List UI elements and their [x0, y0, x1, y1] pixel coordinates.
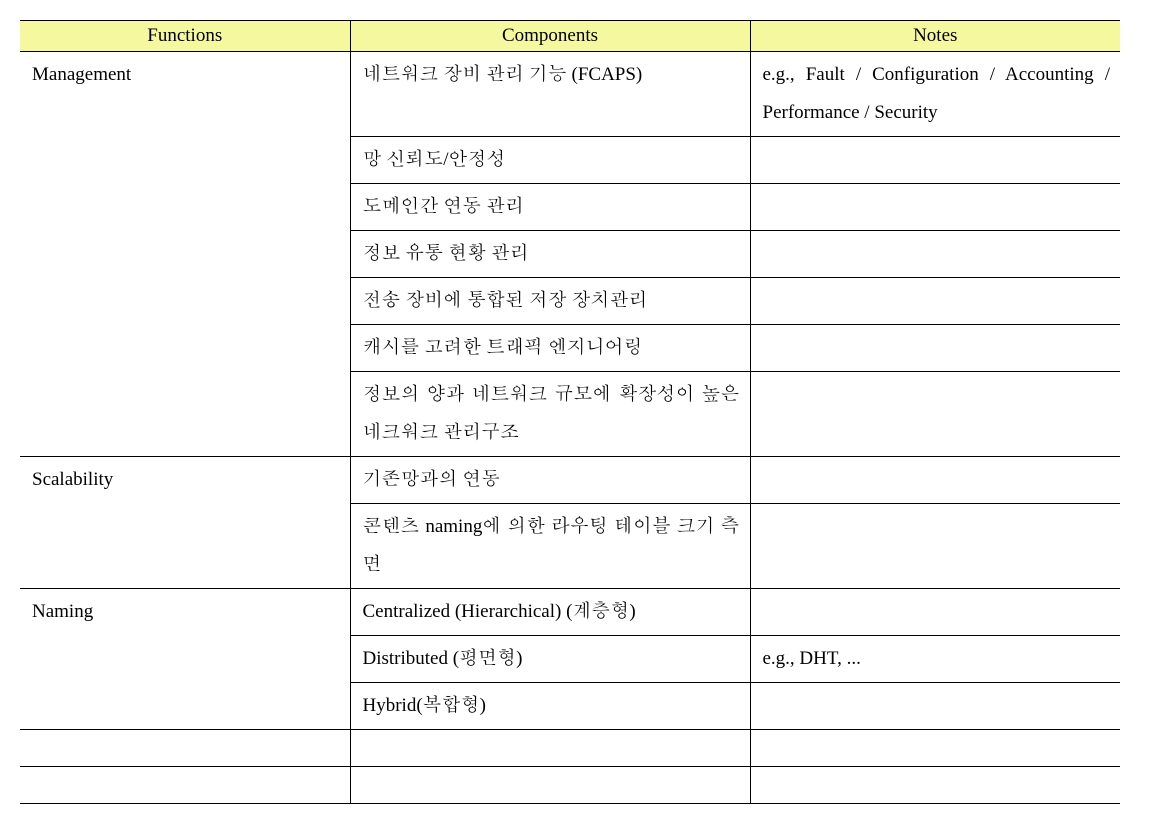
cell-component: 기존망과의 연동	[350, 457, 750, 504]
cell-note	[750, 504, 1120, 589]
cell-empty	[20, 730, 350, 767]
cell-note	[750, 372, 1120, 457]
cell-component: 도메인간 연동 관리	[350, 184, 750, 231]
cell-function: Scalability	[20, 457, 350, 589]
cell-component: 정보 유통 현황 관리	[350, 231, 750, 278]
cell-note	[750, 231, 1120, 278]
cell-note: e.g., Fault / Configuration / Accounting…	[750, 52, 1120, 137]
table-row-empty	[20, 767, 1120, 804]
cell-empty	[350, 730, 750, 767]
table-header-row: Functions Components Notes	[20, 21, 1120, 52]
table-row: Scalability기존망과의 연동	[20, 457, 1120, 504]
cell-note	[750, 683, 1120, 730]
cell-empty	[750, 730, 1120, 767]
cell-empty	[750, 767, 1120, 804]
cell-note	[750, 589, 1120, 636]
cell-note	[750, 457, 1120, 504]
cell-component: 망 신뢰도/안정성	[350, 137, 750, 184]
cell-component: 전송 장비에 통합된 저장 장치관리	[350, 278, 750, 325]
cell-note	[750, 278, 1120, 325]
cell-component: 네트워크 장비 관리 기능 (FCAPS)	[350, 52, 750, 137]
cell-component: Distributed (평면형)	[350, 636, 750, 683]
col-header-components: Components	[350, 21, 750, 52]
cell-note	[750, 184, 1120, 231]
cell-function: Management	[20, 52, 350, 457]
cell-note	[750, 137, 1120, 184]
cell-note	[750, 325, 1120, 372]
cell-component: 정보의 양과 네트워크 규모에 확장성이 높은 네크워크 관리구조	[350, 372, 750, 457]
cell-function: Naming	[20, 589, 350, 730]
cell-empty	[350, 767, 750, 804]
cell-empty	[20, 767, 350, 804]
col-header-notes: Notes	[750, 21, 1120, 52]
table-row: Management네트워크 장비 관리 기능 (FCAPS)e.g., Fau…	[20, 52, 1120, 137]
cell-component: 콘텐츠 naming에 의한 라우팅 테이블 크기 측면	[350, 504, 750, 589]
table-row: NamingCentralized (Hierarchical) (계층형)	[20, 589, 1120, 636]
functions-table: Functions Components Notes Management네트워…	[20, 20, 1120, 804]
cell-component: 캐시를 고려한 트래픽 엔지니어링	[350, 325, 750, 372]
table-row-empty	[20, 730, 1120, 767]
cell-component: Centralized (Hierarchical) (계층형)	[350, 589, 750, 636]
cell-note: e.g., DHT, ...	[750, 636, 1120, 683]
col-header-functions: Functions	[20, 21, 350, 52]
cell-component: Hybrid(복합형)	[350, 683, 750, 730]
